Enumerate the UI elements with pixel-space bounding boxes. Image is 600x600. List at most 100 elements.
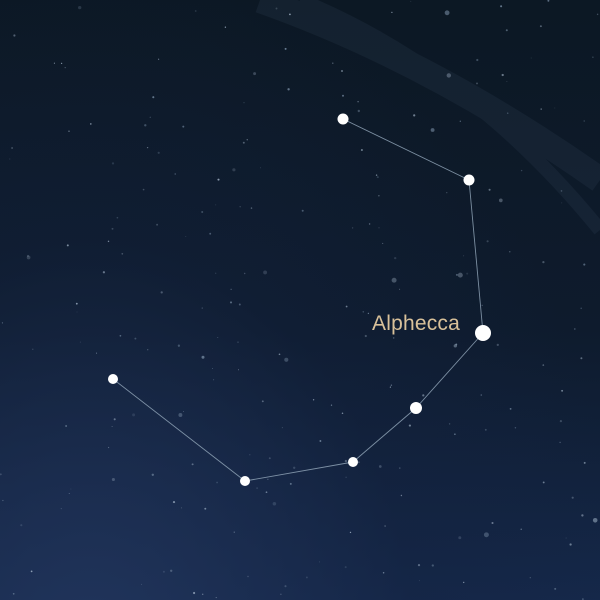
background-star — [247, 575, 249, 578]
background-star — [152, 96, 155, 99]
star-2 — [463, 174, 475, 186]
background-star — [368, 223, 371, 225]
background-star — [400, 494, 403, 497]
background-star — [357, 461, 360, 464]
background-star — [243, 102, 245, 104]
background-star — [201, 307, 203, 309]
background-star — [217, 336, 219, 338]
background-star — [284, 47, 287, 50]
background-star — [213, 379, 215, 381]
background-star — [559, 419, 563, 423]
background-star — [233, 531, 235, 533]
background-star — [268, 457, 271, 460]
background-star — [417, 564, 421, 567]
background-star — [483, 532, 489, 538]
background-star — [446, 192, 448, 194]
background-star — [142, 188, 145, 191]
background-star — [506, 81, 508, 83]
background-star — [391, 277, 397, 283]
background-star — [418, 580, 420, 582]
constellation-line-1 — [342, 118, 470, 181]
background-star — [30, 570, 33, 573]
background-star — [26, 255, 31, 260]
background-star — [75, 302, 78, 305]
background-star — [505, 29, 508, 32]
background-star — [111, 477, 115, 482]
background-star — [455, 273, 458, 276]
background-star — [121, 252, 124, 255]
background-star — [301, 209, 304, 212]
background-star — [265, 491, 268, 494]
background-star — [458, 536, 462, 540]
background-star — [65, 425, 67, 427]
background-star — [463, 255, 465, 257]
background-star — [111, 227, 114, 230]
background-star — [509, 407, 512, 410]
background-star — [0, 473, 2, 476]
background-star — [27, 254, 29, 257]
background-star — [132, 413, 136, 417]
background-star — [399, 288, 401, 290]
background-star — [13, 34, 16, 37]
background-star — [70, 488, 72, 490]
background-star — [378, 465, 382, 468]
background-star — [293, 466, 296, 469]
background-star — [408, 424, 411, 427]
background-star — [237, 341, 239, 343]
background-star — [569, 543, 572, 546]
background-star — [539, 25, 542, 28]
background-star — [542, 364, 545, 366]
background-star — [394, 256, 397, 260]
background-star — [486, 240, 489, 243]
background-star — [431, 564, 434, 567]
background-star — [230, 288, 232, 290]
background-star — [60, 62, 63, 65]
background-star — [341, 412, 344, 415]
constellation-stars — [108, 113, 491, 486]
background-star — [157, 151, 160, 154]
background-star — [215, 204, 217, 206]
background-star — [484, 428, 487, 431]
background-star — [583, 263, 586, 266]
background-star — [423, 319, 425, 321]
star-alphecca — [475, 325, 491, 341]
background-star — [391, 11, 393, 14]
background-star — [392, 337, 395, 339]
background-star — [554, 587, 557, 590]
background-star — [580, 307, 582, 310]
background-star — [332, 62, 334, 64]
background-star — [344, 566, 347, 569]
background-star — [1, 322, 3, 324]
background-star — [194, 10, 197, 12]
background-star — [596, 13, 599, 16]
background-star — [284, 585, 287, 588]
background-star — [580, 357, 583, 360]
background-star — [156, 223, 159, 226]
background-star — [157, 58, 160, 60]
background-star — [430, 128, 435, 132]
background-star — [60, 508, 62, 510]
background-star — [242, 141, 245, 144]
background-star — [66, 244, 69, 247]
background-star — [12, 592, 15, 595]
background-star — [146, 146, 149, 149]
background-star — [466, 272, 469, 275]
background-star — [141, 583, 143, 585]
background-star — [360, 148, 363, 152]
background-star — [263, 270, 268, 275]
background-star — [448, 423, 451, 425]
background-star — [151, 473, 154, 476]
background-star — [149, 116, 151, 118]
background-star — [362, 310, 365, 313]
background-star — [111, 425, 113, 427]
background-star — [238, 303, 241, 306]
constellation-line-2 — [468, 179, 484, 334]
constellation-line-6 — [112, 378, 246, 482]
alphecca-label: Alphecca — [372, 312, 460, 335]
background-star — [581, 514, 584, 517]
background-star — [454, 433, 456, 435]
background-star — [514, 427, 517, 429]
background-star — [253, 72, 257, 76]
background-star — [229, 301, 233, 304]
